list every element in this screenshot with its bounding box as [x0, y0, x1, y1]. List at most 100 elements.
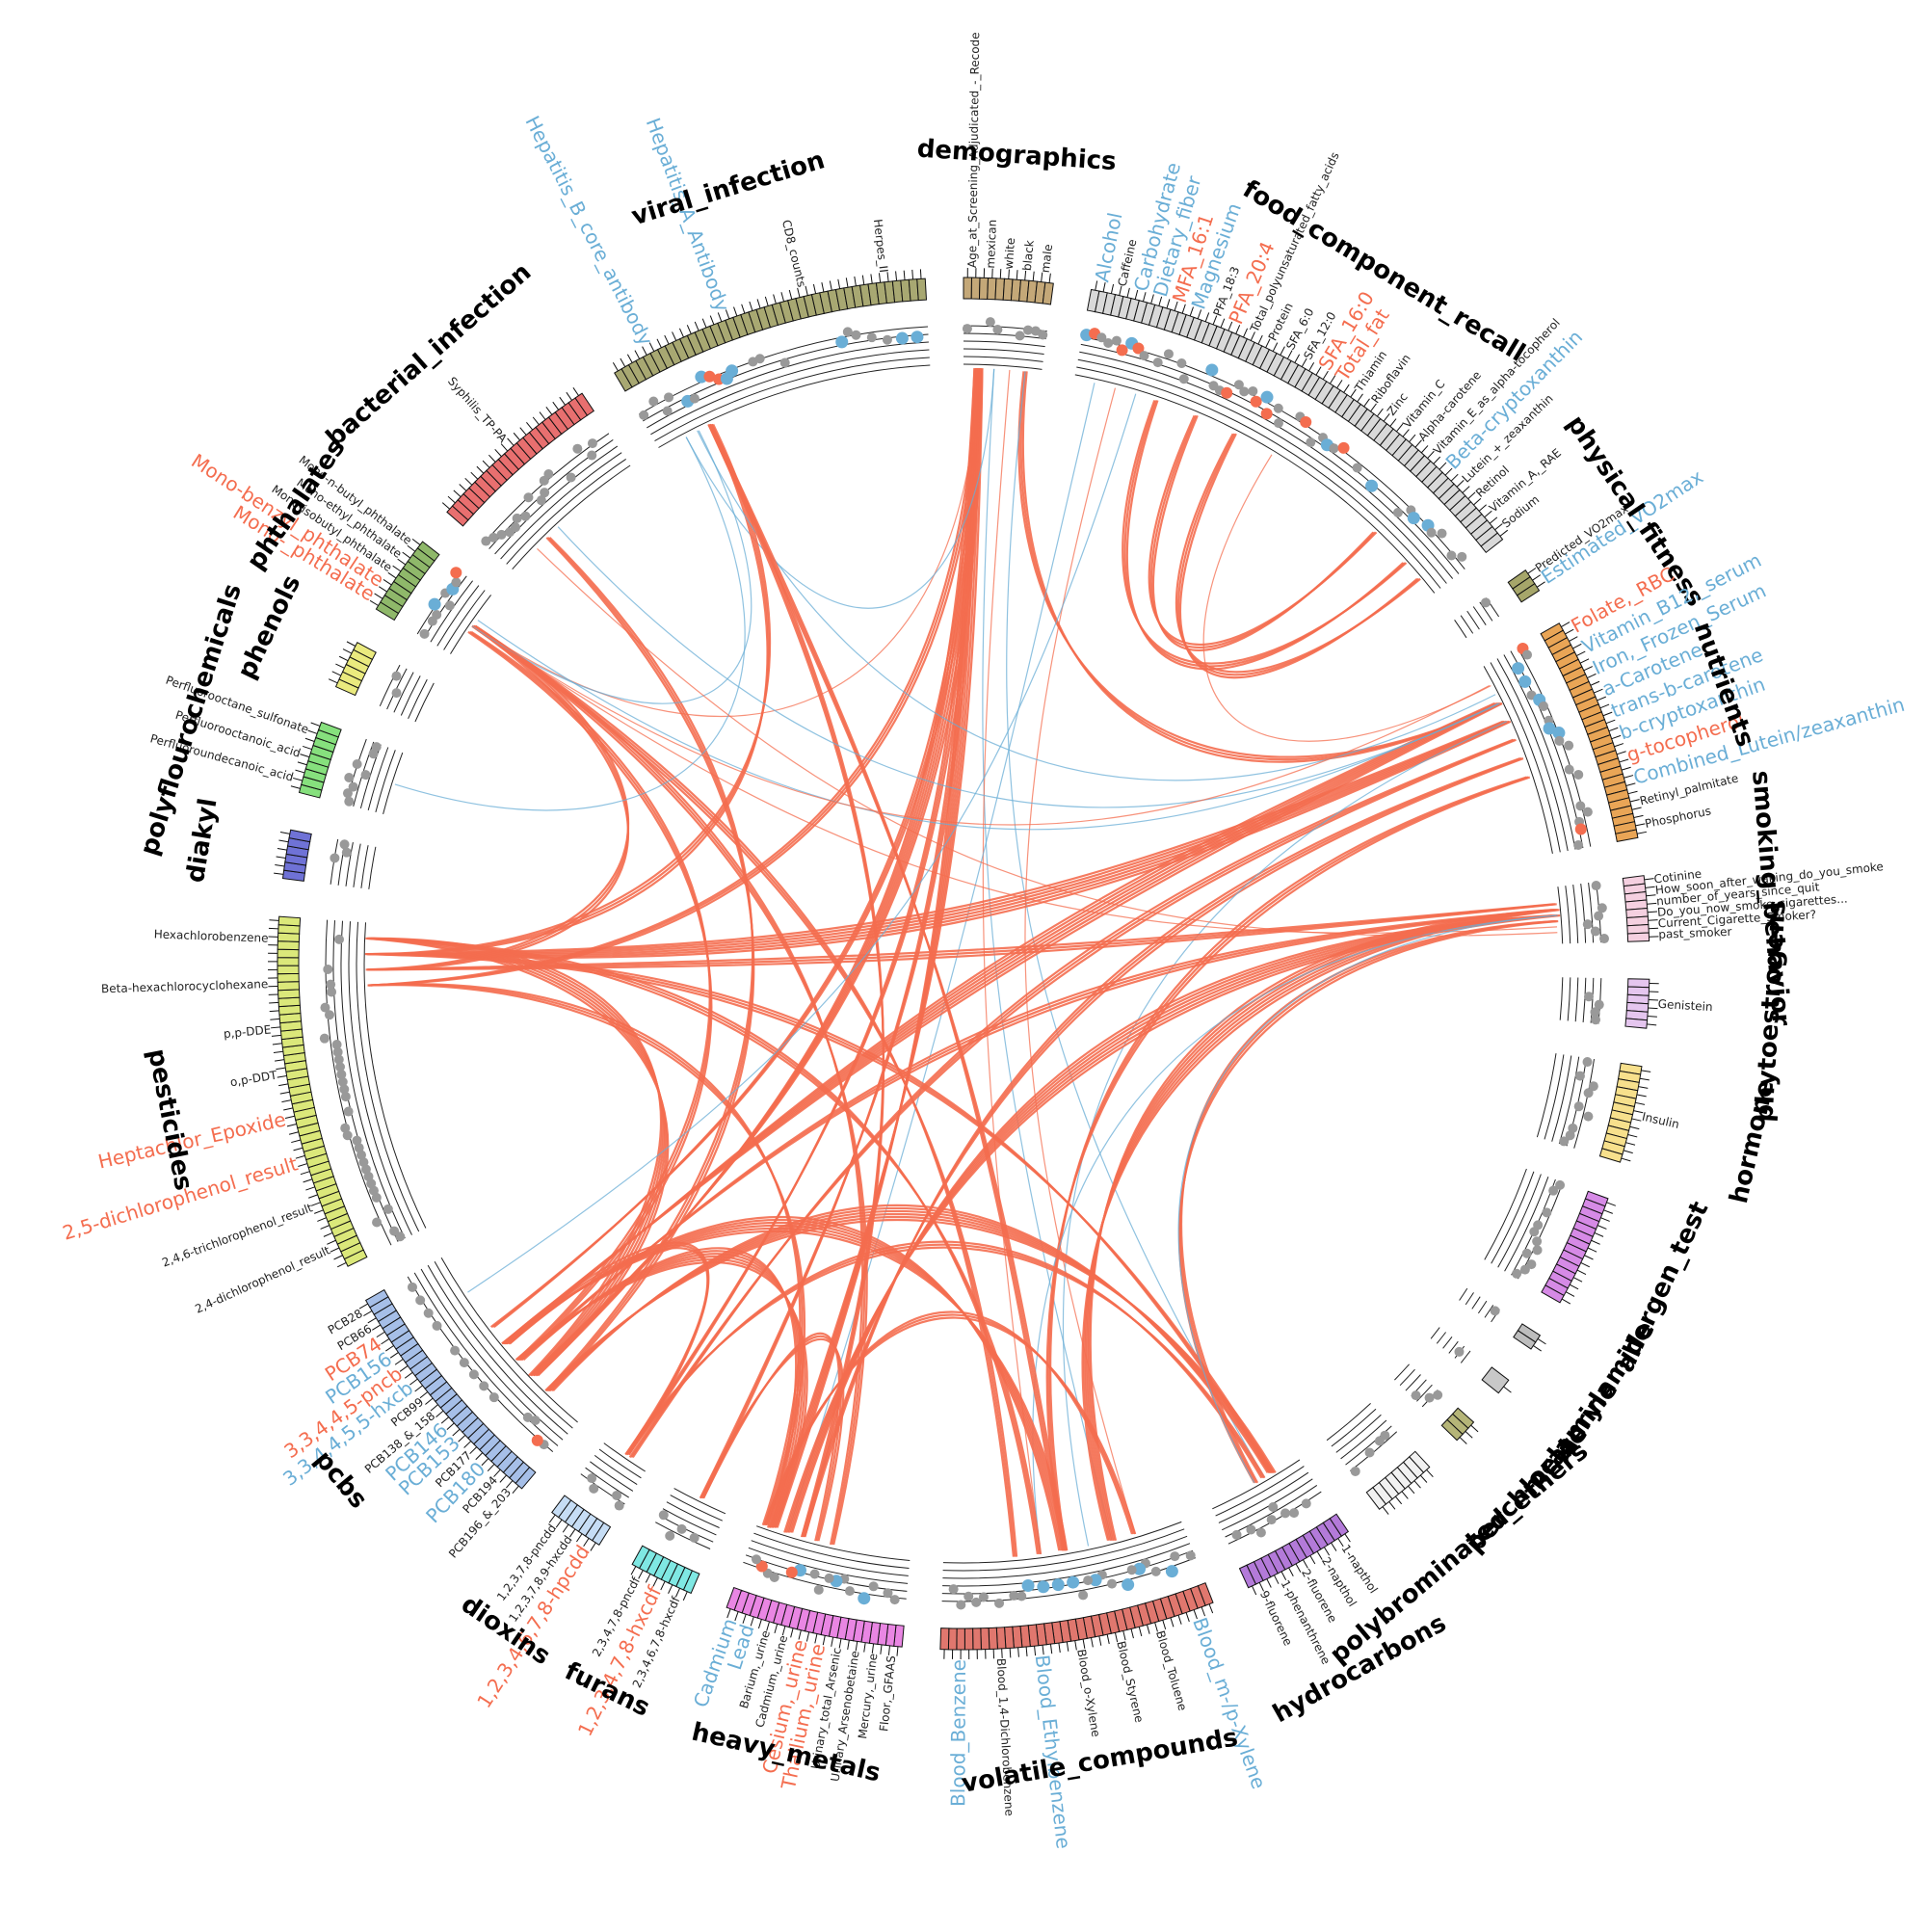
axis-tick	[395, 1360, 403, 1365]
track-ring	[415, 683, 434, 722]
data-point	[361, 770, 371, 780]
data-point	[1591, 927, 1600, 937]
data-point	[971, 1598, 981, 1607]
data-point	[1592, 881, 1601, 890]
axis-tick	[1317, 1551, 1322, 1560]
axis-tick	[278, 1084, 288, 1086]
axis-tick	[1258, 335, 1262, 344]
axis-tick	[388, 572, 396, 578]
data-point	[845, 1586, 855, 1596]
axis-tick	[546, 407, 552, 414]
track-ring	[1336, 1415, 1382, 1452]
axis-tick	[1175, 302, 1177, 311]
axis-tick	[488, 1464, 494, 1470]
axis-tick	[675, 1588, 679, 1597]
axis-tick	[1035, 1646, 1036, 1655]
axis-tick	[1421, 445, 1428, 452]
track-ring	[1472, 1297, 1480, 1310]
axis-tick	[635, 351, 640, 359]
axis-tick	[1103, 282, 1105, 292]
link-path	[633, 740, 1513, 1458]
axis-tick	[1155, 1623, 1158, 1632]
data-point	[1575, 1072, 1585, 1081]
data-point	[612, 1491, 621, 1500]
axis-tick	[370, 600, 379, 605]
data-point	[1412, 1390, 1421, 1400]
axis-tick	[569, 1529, 575, 1537]
axis-tick	[476, 1453, 483, 1460]
data-point	[415, 1295, 425, 1305]
axis-tick	[1026, 1647, 1027, 1656]
axis-tick	[1095, 280, 1097, 290]
axis-tick	[1584, 667, 1593, 671]
axis-tick	[1330, 376, 1334, 384]
link-path	[1127, 400, 1403, 669]
axis-tick	[1139, 1627, 1142, 1636]
sector-phthalates	[370, 539, 491, 653]
heatmap-cell	[948, 1628, 957, 1650]
variable-label: Insulin	[1641, 1110, 1680, 1131]
axis-tick	[1395, 1496, 1401, 1504]
axis-tick	[1614, 744, 1623, 747]
track-ring	[1575, 978, 1578, 1022]
link	[1033, 915, 1556, 1554]
axis-tick	[1495, 523, 1503, 529]
track-ring	[1583, 978, 1586, 1022]
axis-tick	[280, 833, 290, 834]
data-point	[445, 600, 455, 610]
axis-tick	[683, 1592, 687, 1601]
data-point	[1338, 442, 1350, 454]
data-point	[1232, 1530, 1242, 1540]
data-point	[1564, 741, 1573, 751]
axis-tick	[1228, 322, 1232, 331]
axis-tick	[805, 286, 807, 296]
axis-tick	[1633, 1111, 1643, 1113]
axis-tick	[1612, 735, 1621, 738]
axis-tick	[332, 672, 341, 675]
axis-tick	[295, 770, 304, 773]
axis-tick	[576, 1534, 582, 1542]
axis-tick	[743, 1614, 746, 1623]
axis-tick	[1000, 269, 1001, 278]
axis-tick	[1111, 284, 1113, 294]
axis-tick	[1213, 316, 1217, 325]
axis-tick	[488, 455, 495, 462]
axis-tick	[767, 1622, 770, 1631]
category-label-bacterial-infection: bacterial_infection	[321, 258, 537, 453]
axis-tick	[765, 297, 768, 306]
axis-tick	[291, 1140, 301, 1143]
axis-tick	[343, 649, 352, 654]
axis-tick	[470, 1447, 477, 1454]
heatmap-cell	[989, 1628, 997, 1649]
heatmap-cell	[940, 1628, 949, 1650]
data-point	[589, 1484, 598, 1494]
data-point	[1274, 404, 1283, 413]
axis-tick	[1131, 1628, 1133, 1638]
link-path	[395, 437, 745, 810]
data-point	[332, 1040, 342, 1049]
data-point	[1512, 662, 1524, 675]
sector-polyflourochemicals	[291, 722, 403, 813]
axis-tick	[1632, 807, 1642, 809]
data-point	[1599, 934, 1609, 943]
link-path	[631, 740, 1515, 1458]
axis-tick	[274, 873, 283, 874]
data-point	[1559, 1136, 1569, 1146]
track-ring	[1327, 1403, 1371, 1440]
track-ring	[1465, 1292, 1473, 1305]
axis-tick	[1463, 487, 1469, 493]
axis-tick	[334, 1256, 343, 1259]
axis-tick	[1408, 1486, 1413, 1494]
sector-polybrominated-ethers	[1327, 1403, 1433, 1514]
heatmap-cell	[996, 1628, 1006, 1649]
axis-tick	[454, 490, 461, 497]
link-path	[1063, 722, 1506, 1547]
axis-tick	[339, 656, 348, 660]
data-point	[1251, 396, 1262, 408]
data-point	[911, 331, 923, 343]
track-ring	[451, 595, 491, 653]
axis-tick	[1205, 312, 1209, 321]
sector-phenols	[329, 642, 434, 722]
data-point	[489, 1392, 499, 1402]
data-point	[340, 839, 350, 849]
